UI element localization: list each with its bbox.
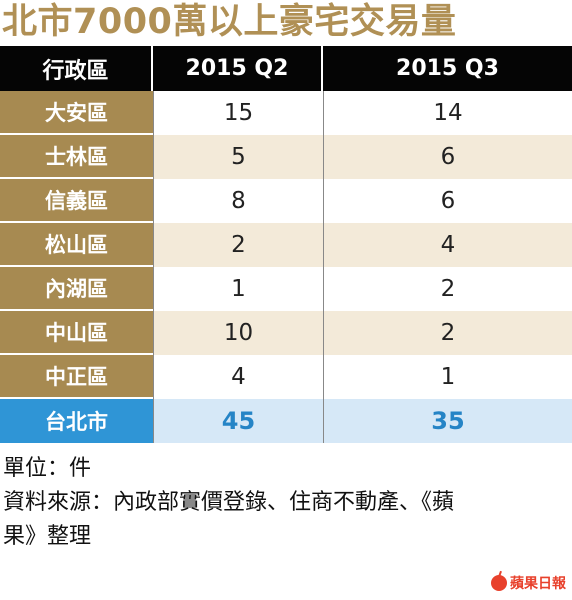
unit-note: 單位：件	[3, 456, 92, 481]
table-row: 大安區 15 14	[0, 91, 572, 135]
q2-value: 15	[153, 91, 323, 135]
district-label: 士林區	[0, 135, 153, 179]
q3-value: 1	[323, 355, 572, 399]
data-table: 行政區 2015 Q2 2015 Q3 大安區 15 14 士林區 5 6 信義…	[0, 46, 572, 443]
table-row: 中山區 10 2	[0, 311, 572, 355]
brand-logo: 蘋果日報	[491, 572, 566, 594]
source-note-line2: 果》整理	[3, 524, 92, 549]
table-row: 中正區 4 1	[0, 355, 572, 399]
total-label: 台北市	[0, 399, 153, 443]
logo-text: 蘋果日報	[510, 576, 566, 592]
q3-value: 6	[323, 135, 572, 179]
district-label: 信義區	[0, 179, 153, 223]
total-q2-value: 45	[153, 399, 323, 443]
table-row: 內湖區 1 2	[0, 267, 572, 311]
district-label: 中山區	[0, 311, 153, 355]
source-note-line1: 資料來源：內政部實價登錄、住商不動產、《蘋	[3, 490, 455, 515]
apple-icon	[491, 575, 507, 591]
table-row: 松山區 2 4	[0, 223, 572, 267]
header-q2: 2015 Q2	[153, 46, 323, 91]
q2-value: 4	[153, 355, 323, 399]
table-row: 信義區 8 6	[0, 179, 572, 223]
q3-value: 6	[323, 179, 572, 223]
district-label: 內湖區	[0, 267, 153, 311]
q2-value: 5	[153, 135, 323, 179]
table-row: 士林區 5 6	[0, 135, 572, 179]
header-q3: 2015 Q3	[323, 46, 572, 91]
header-district: 行政區	[0, 46, 153, 91]
district-label: 中正區	[0, 355, 153, 399]
district-label: 松山區	[0, 223, 153, 267]
q2-value: 8	[153, 179, 323, 223]
q3-value: 4	[323, 223, 572, 267]
q3-value: 14	[323, 91, 572, 135]
q2-value: 2	[153, 223, 323, 267]
district-label: 大安區	[0, 91, 153, 135]
table-total-row: 台北市 45 35	[0, 399, 572, 443]
q2-value: 1	[153, 267, 323, 311]
page-title: 北市7000萬以上豪宅交易量	[2, 2, 457, 42]
table-header-row: 行政區 2015 Q2 2015 Q3	[0, 46, 572, 91]
q2-value: 10	[153, 311, 323, 355]
q3-value: 2	[323, 311, 572, 355]
q3-value: 2	[323, 267, 572, 311]
notes: 單位：件 資料來源：內政部實價登錄、住商不動產、《蘋 果》整理	[3, 452, 571, 554]
total-q3-value: 35	[323, 399, 572, 443]
